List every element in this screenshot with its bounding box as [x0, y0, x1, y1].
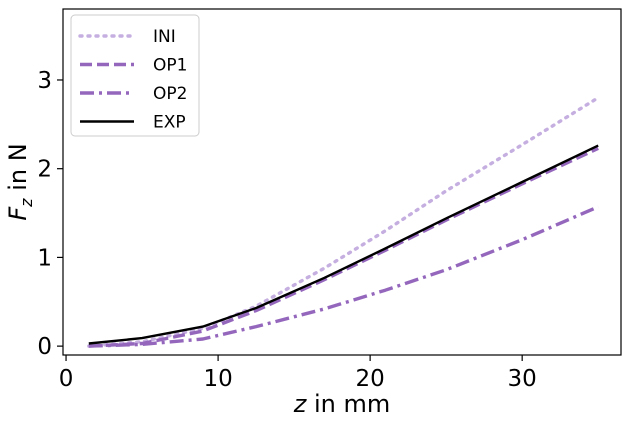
y-axis-label: Fz in N — [4, 143, 36, 220]
series-line-op1 — [88, 146, 599, 348]
ticks-layer: 0 10 20 30 0 1 2 3 — [37, 68, 536, 392]
legend-box — [70, 14, 200, 137]
y-tick-label: 0 — [37, 334, 52, 360]
legend-label-exp: EXP — [153, 113, 186, 133]
legend-label-op1: OP1 — [153, 56, 187, 76]
x-axis-label: z in mm — [293, 390, 391, 418]
series-line-exp — [88, 144, 599, 345]
x-tick-label: 0 — [59, 366, 74, 392]
x-axis-label-var: z — [293, 390, 308, 418]
y-axis-label-var: F — [4, 206, 32, 221]
series-layer — [87, 95, 600, 348]
legend-entries: INI OP1 OP2 EXP — [78, 27, 187, 133]
legend-label-ini: INI — [153, 27, 176, 47]
plot-frame — [62, 8, 622, 356]
y-axis-label-sub: z — [17, 198, 36, 208]
y-axis-label-rest: in N — [4, 143, 32, 198]
legend: INI OP1 OP2 EXP — [70, 14, 200, 137]
y-tick-label: 3 — [37, 68, 52, 94]
y-tick-label: 2 — [37, 157, 52, 183]
x-tick-label: 30 — [508, 366, 537, 392]
series-line-ini — [87, 95, 600, 348]
x-tick-label: 10 — [203, 366, 232, 392]
x-tick-label: 20 — [355, 366, 384, 392]
series-line-op2 — [88, 205, 599, 348]
legend-label-op2: OP2 — [153, 84, 187, 104]
x-axis-label-rest: in mm — [306, 390, 390, 418]
y-tick-label: 1 — [37, 245, 52, 271]
